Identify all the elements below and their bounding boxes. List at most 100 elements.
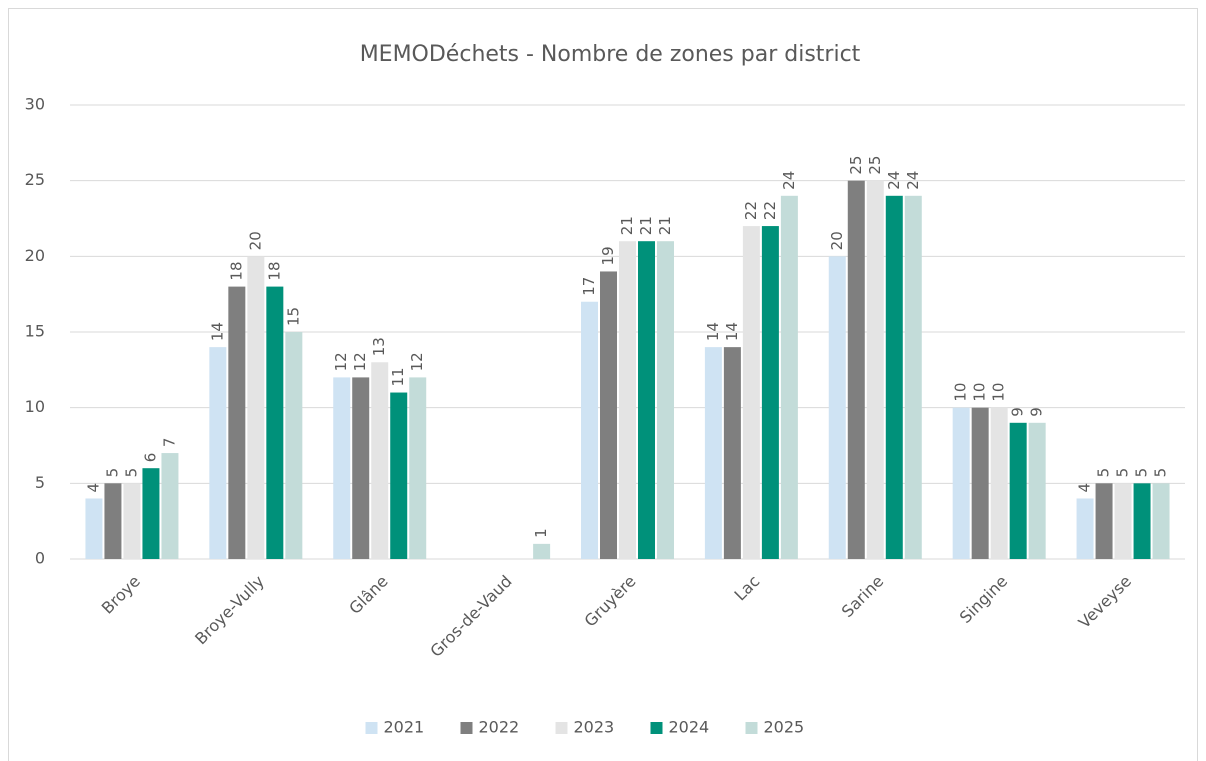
bar [1009,422,1027,559]
bar [161,453,179,559]
data-label: 5 [1152,468,1170,478]
data-label: 22 [742,201,760,220]
bar [600,271,617,559]
bar [952,407,970,559]
bar [904,195,922,560]
bar [971,407,989,559]
data-label: 5 [122,468,140,478]
bar [1114,483,1132,559]
data-label: 4 [1076,483,1094,493]
bar [1133,483,1151,559]
data-label: 18 [227,262,245,281]
data-label: 24 [885,171,903,190]
bar [723,347,741,559]
y-tick-label: 5 [35,473,45,492]
bar [1076,498,1094,559]
data-label: 10 [971,383,989,402]
legend-swatch [555,722,568,734]
bar [123,483,141,559]
data-label: 4 [84,483,102,493]
legend-swatch [745,722,758,734]
data-label: 19 [599,246,617,265]
chart-title: MEMODéchets - Nombre de zones par distri… [360,42,861,67]
bar [371,362,389,559]
data-label: 5 [1133,468,1151,478]
bar [104,483,122,559]
data-label: 9 [1009,407,1027,417]
bar [581,301,598,559]
data-label: 10 [952,383,970,402]
x-tick-label: Lac [731,572,764,605]
x-tick-label: Broye [98,572,144,618]
legend-label: 2024 [669,718,710,737]
legend-label: 2023 [574,718,615,737]
data-label: 11 [389,367,407,386]
bar [704,347,722,559]
bar [85,498,103,559]
data-label: 15 [284,307,302,326]
x-tick-label: Gros-de-Vaud [426,572,515,661]
y-tick-label: 15 [25,322,45,341]
bar [209,347,227,559]
data-label: 12 [408,352,426,371]
bar [390,392,408,559]
data-label: 13 [370,337,388,356]
bar [780,195,798,560]
data-label: 20 [246,231,264,250]
bar [828,256,846,559]
bar [866,180,884,559]
data-label: 7 [160,438,178,448]
y-tick-label: 30 [25,95,45,114]
bar [228,286,246,559]
data-label: 12 [351,352,369,371]
bar [352,377,370,559]
chart-frame [8,8,1198,761]
bar [742,226,760,560]
bar [657,241,674,559]
y-tick-label: 0 [35,549,45,568]
data-label: 12 [332,352,350,371]
bar [285,332,303,559]
data-label: 21 [656,216,674,235]
y-tick-label: 20 [25,246,45,265]
x-tick-label: Glâne [345,572,391,618]
data-label: 9 [1028,407,1046,417]
data-label: 24 [904,171,922,190]
bar [619,241,636,559]
bar [1152,483,1170,559]
data-label: 14 [208,322,226,341]
data-label: 18 [265,262,283,281]
bar [247,256,265,559]
data-label: 20 [828,231,846,250]
data-label: 5 [1114,468,1132,478]
x-tick-label: Gruyère [580,572,639,631]
bar [142,468,160,559]
bar [333,377,351,559]
legend-swatch [460,722,473,734]
x-tick-label: Sarine [838,572,887,621]
data-label: 14 [704,322,722,341]
data-label: 21 [637,216,655,235]
data-label: 14 [723,322,741,341]
data-label: 1 [532,528,550,538]
bar [847,180,865,559]
bar [1095,483,1113,559]
y-tick-label: 25 [25,170,45,189]
x-tick-label: Veveyse [1075,572,1135,632]
legend-label: 2025 [764,718,805,737]
bar [533,543,551,559]
x-tick-label: Singine [956,572,1011,627]
bar [409,377,427,559]
bar [1028,422,1046,559]
data-label: 10 [990,383,1008,402]
legend-swatch [650,722,663,734]
legend-label: 2022 [479,718,520,737]
data-label: 17 [580,277,598,296]
data-label: 5 [103,468,121,478]
data-label: 22 [761,201,779,220]
data-label: 5 [1095,468,1113,478]
bar [266,286,284,559]
legend-label: 2021 [384,718,425,737]
bar [638,241,655,559]
